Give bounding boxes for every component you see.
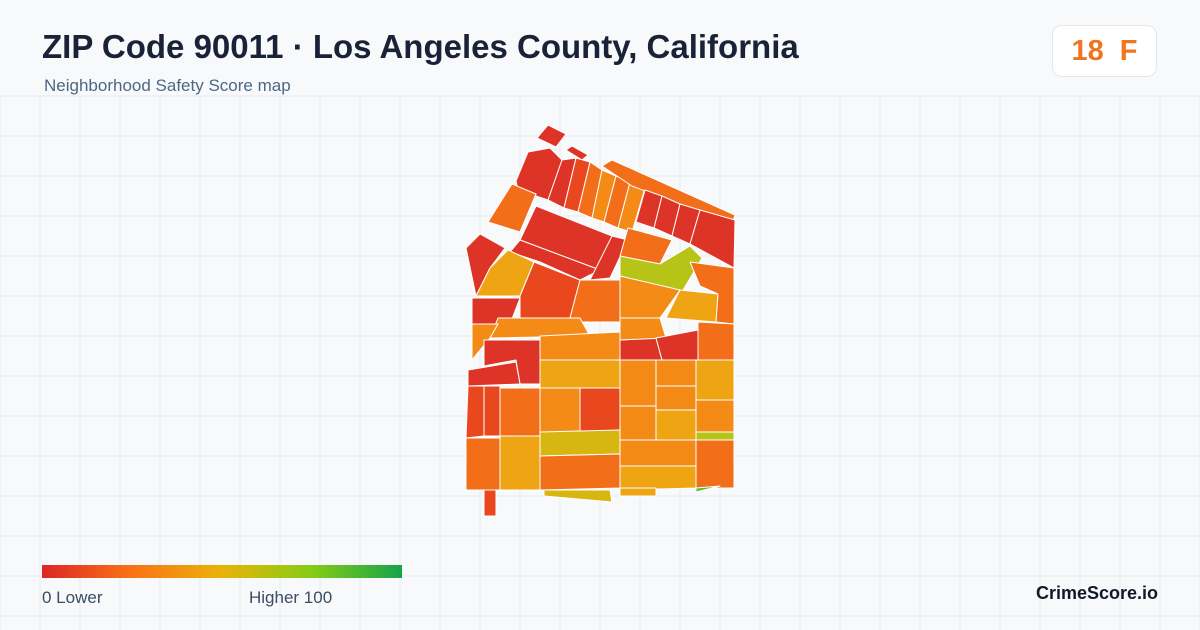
map-tract[interactable] bbox=[695, 399, 735, 433]
safety-grade: F bbox=[1119, 34, 1138, 67]
map-tract[interactable] bbox=[543, 489, 613, 503]
map-tract[interactable] bbox=[539, 387, 581, 433]
map-tract[interactable] bbox=[619, 487, 657, 497]
map-tract[interactable] bbox=[619, 317, 667, 341]
map-tract[interactable] bbox=[475, 249, 535, 297]
map-tract[interactable] bbox=[695, 485, 721, 493]
map-tract[interactable] bbox=[619, 359, 657, 407]
map-tract[interactable] bbox=[655, 359, 697, 387]
map-tract[interactable] bbox=[539, 359, 621, 389]
map-tract[interactable] bbox=[539, 331, 621, 361]
map-tract[interactable] bbox=[589, 235, 629, 281]
map-tract[interactable] bbox=[619, 439, 697, 467]
map-tract[interactable] bbox=[483, 385, 501, 437]
map-tract[interactable] bbox=[509, 239, 601, 281]
legend-gradient-bar bbox=[42, 565, 402, 578]
legend-low-label: 0 Lower bbox=[42, 588, 103, 607]
map-tract[interactable] bbox=[619, 465, 697, 491]
safety-score-badge: 18 F bbox=[1052, 25, 1157, 77]
map-tract[interactable] bbox=[465, 233, 506, 297]
map-tract[interactable] bbox=[619, 337, 663, 361]
map-tract[interactable] bbox=[655, 409, 697, 441]
map-tract[interactable] bbox=[465, 385, 485, 439]
map-tract[interactable] bbox=[499, 387, 541, 437]
map-tract[interactable] bbox=[695, 359, 735, 401]
map-tract[interactable] bbox=[467, 361, 521, 387]
map-tract[interactable] bbox=[579, 387, 621, 433]
map-tract[interactable] bbox=[499, 435, 541, 491]
map-tract[interactable] bbox=[536, 124, 567, 148]
page-title: ZIP Code 90011 · Los Angeles County, Cal… bbox=[42, 28, 799, 65]
map-tract[interactable] bbox=[695, 431, 735, 441]
legend-high-label: Higher 100 bbox=[249, 588, 333, 607]
map-tract[interactable] bbox=[483, 489, 497, 517]
map-tract[interactable] bbox=[619, 405, 657, 441]
map-tract[interactable] bbox=[689, 261, 735, 325]
map-tract[interactable] bbox=[655, 385, 697, 411]
map-tract[interactable] bbox=[697, 321, 735, 361]
map-tract[interactable] bbox=[487, 183, 537, 233]
map-tract[interactable] bbox=[539, 453, 621, 491]
map-tract[interactable] bbox=[539, 429, 621, 457]
safety-score-value: 18 bbox=[1071, 34, 1104, 67]
map-tract[interactable] bbox=[565, 145, 589, 161]
map-tract[interactable] bbox=[695, 439, 735, 489]
page-subtitle: Neighborhood Safety Score map bbox=[44, 76, 291, 95]
brand-logo-text[interactable]: CrimeScore.io bbox=[1036, 583, 1159, 603]
map-tract[interactable] bbox=[465, 437, 501, 491]
